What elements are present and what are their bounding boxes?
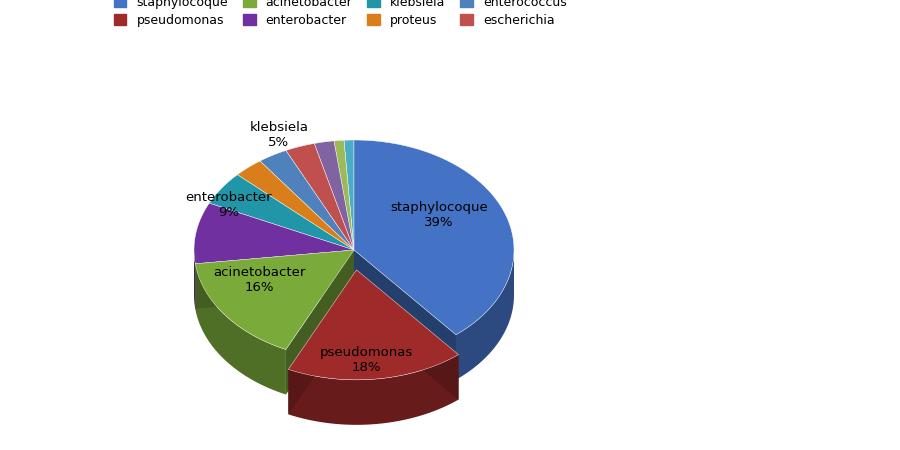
Polygon shape xyxy=(356,270,458,400)
Polygon shape xyxy=(195,250,354,309)
Polygon shape xyxy=(260,150,354,250)
Polygon shape xyxy=(354,140,514,335)
Polygon shape xyxy=(288,355,458,425)
Polygon shape xyxy=(354,250,456,380)
Polygon shape xyxy=(195,250,354,309)
Text: klebsiela
5%: klebsiela 5% xyxy=(249,121,309,149)
Polygon shape xyxy=(344,140,354,250)
Polygon shape xyxy=(314,141,354,250)
Text: pseudomonas
18%: pseudomonas 18% xyxy=(320,346,413,374)
Polygon shape xyxy=(286,144,354,250)
Polygon shape xyxy=(238,161,354,250)
Polygon shape xyxy=(194,203,354,264)
Polygon shape xyxy=(288,270,458,380)
Text: staphylocoque
39%: staphylocoque 39% xyxy=(390,201,488,229)
Polygon shape xyxy=(286,250,354,395)
Polygon shape xyxy=(194,250,195,309)
Text: enterobacter
9%: enterobacter 9% xyxy=(185,191,273,219)
Polygon shape xyxy=(209,175,354,250)
Polygon shape xyxy=(288,270,356,414)
Polygon shape xyxy=(195,250,354,350)
Polygon shape xyxy=(456,251,514,380)
Polygon shape xyxy=(334,140,354,250)
Text: acinetobacter
16%: acinetobacter 16% xyxy=(212,266,305,294)
Polygon shape xyxy=(195,264,286,395)
Legend: staphylocoque, pseudomonas, acinetobacter, enterobacter, klebsiela, proteus, ent: staphylocoque, pseudomonas, acinetobacte… xyxy=(109,0,572,32)
